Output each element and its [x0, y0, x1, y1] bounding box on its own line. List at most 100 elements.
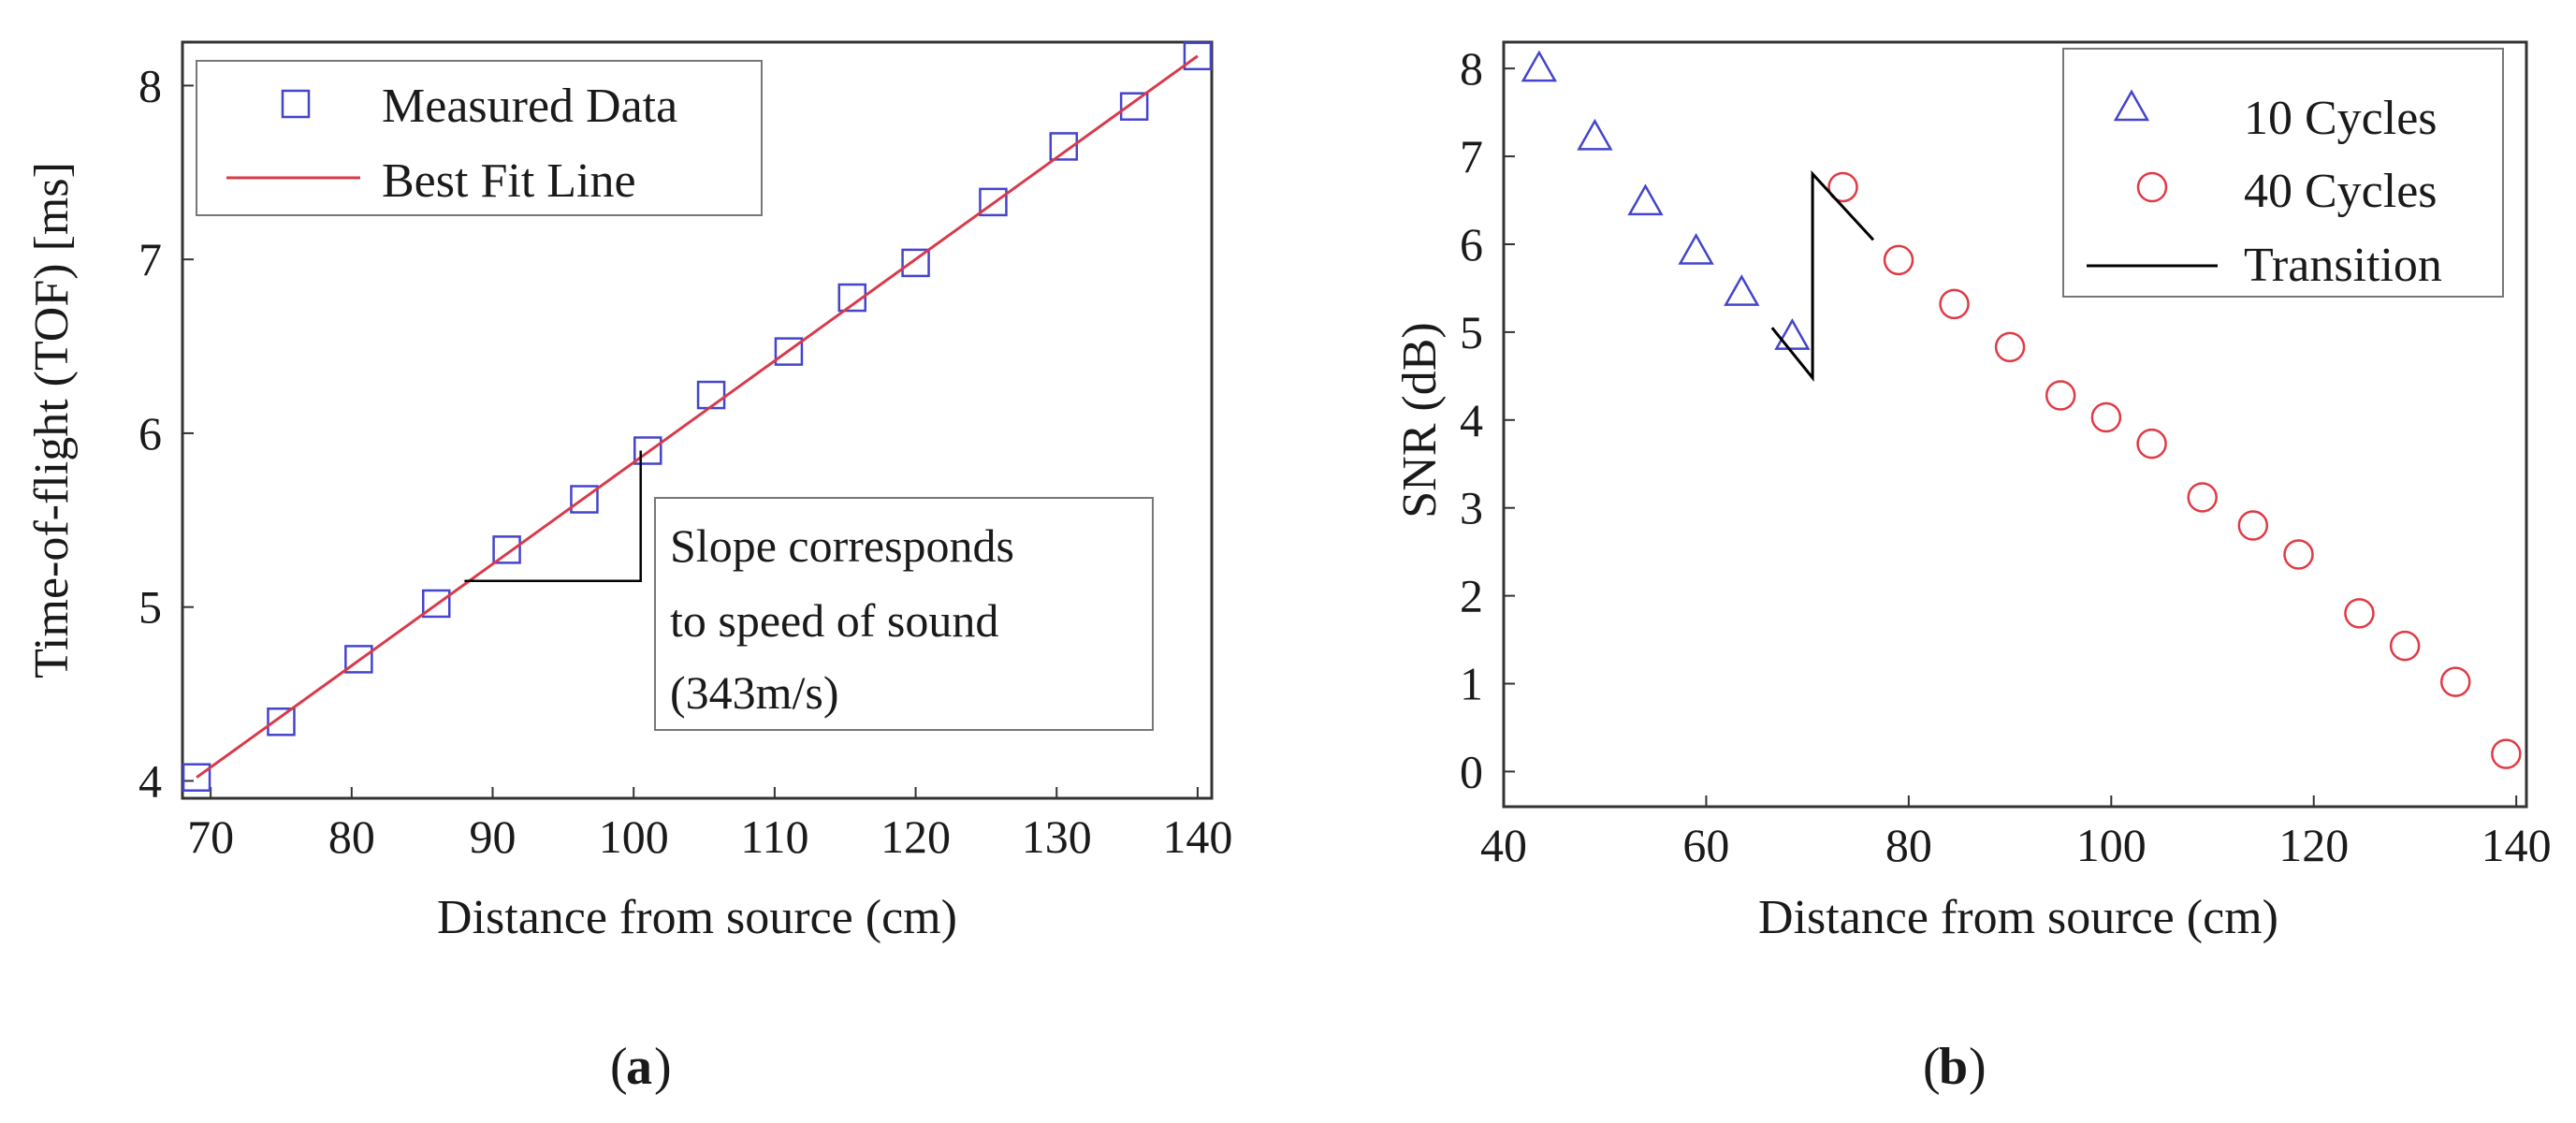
- series-line-transition: [1770, 170, 1875, 382]
- y-tick-label: 6: [138, 407, 162, 459]
- data-point-square: [182, 763, 211, 792]
- chart-a-xlabel: Distance from source (cm): [437, 891, 957, 944]
- panel-letter-a: a: [626, 1038, 652, 1096]
- y-tick-label: 5: [1460, 306, 1483, 358]
- chart-b-xlabel: Distance from source (cm): [1758, 891, 2278, 944]
- data-point-circle: [2283, 539, 2314, 570]
- x-tick-label: 60: [1682, 819, 1729, 871]
- x-tick-label: 140: [2481, 819, 2552, 871]
- x-tick-label: 120: [880, 810, 951, 863]
- y-tick-label: 5: [138, 581, 162, 634]
- chart-a-annotation: Slope corresponds to speed of sound (343…: [654, 497, 1154, 731]
- data-point-square: [901, 248, 930, 278]
- x-tick-label: 100: [2076, 819, 2147, 871]
- annotation-line-3: (343m/s): [670, 666, 839, 719]
- y-tick-label: 7: [1460, 130, 1483, 182]
- legend-box: [2062, 48, 2504, 298]
- annotation-line-2: to speed of sound: [670, 594, 998, 647]
- data-point-circle: [1994, 331, 2026, 363]
- y-tick-label: 6: [1460, 218, 1483, 270]
- data-point-triangle: [1577, 118, 1613, 151]
- legend-marker-10-cycles: [2113, 89, 2150, 122]
- y-tick-label: 0: [1460, 745, 1483, 797]
- data-point-square: [421, 589, 451, 619]
- data-point-circle: [2344, 598, 2375, 629]
- data-point-triangle: [1678, 232, 1714, 265]
- y-tick-label: 2: [1460, 570, 1483, 622]
- svg-text:(: (: [1923, 1038, 1941, 1096]
- data-point-circle: [2237, 510, 2269, 541]
- data-point-square: [696, 380, 726, 410]
- data-point-square: [979, 187, 1008, 217]
- y-tick-label: 7: [138, 233, 162, 285]
- data-point-square: [633, 436, 662, 465]
- data-point-square: [774, 337, 804, 366]
- series-line-best-fit-line: [196, 54, 1199, 779]
- legend-label-transition: Transition: [2244, 239, 2442, 292]
- svg-text:(: (: [610, 1038, 628, 1096]
- legend-marker-measured: [281, 89, 311, 119]
- data-point-square: [267, 707, 296, 737]
- annotation-line-1: Slope corresponds: [670, 519, 1014, 572]
- panel-letter-b: b: [1939, 1038, 1968, 1096]
- panel-label-a: ( a ): [610, 1038, 672, 1096]
- data-point-circle: [2389, 630, 2421, 662]
- x-tick-label: 100: [599, 810, 669, 863]
- svg-text:): ): [654, 1038, 672, 1096]
- data-point-square: [1119, 92, 1149, 121]
- data-point-triangle: [1627, 183, 1664, 216]
- chart-a-ticks: 70 80 90 100 110 120 130 140 4 5 6 7 8: [138, 59, 1232, 863]
- y-tick-label: 4: [138, 754, 162, 807]
- chart-a: 70 80 90 100 110 120 130 140 4 5 6 7 8 Slope corresp…: [25, 40, 1232, 944]
- chart-b-plot-frame: [1502, 40, 2528, 809]
- data-point-circle: [2136, 428, 2167, 459]
- svg-text:): ): [1969, 1038, 1987, 1096]
- y-tick-label: 1: [1460, 658, 1483, 710]
- x-tick-label: 80: [328, 810, 375, 863]
- data-point-circle: [1939, 288, 1970, 320]
- x-tick-label: 70: [187, 810, 234, 863]
- legend-box: [196, 60, 763, 216]
- y-tick-label: 8: [138, 59, 162, 111]
- y-tick-label: 4: [1460, 394, 1483, 446]
- data-point-triangle: [1774, 318, 1811, 350]
- y-tick-label: 8: [1460, 42, 1483, 95]
- chart-a-ylabel: Time-of-flight (TOF) [ms]: [25, 162, 79, 678]
- x-tick-label: 120: [2278, 819, 2349, 871]
- data-point-square: [492, 535, 521, 564]
- x-tick-label: 140: [1162, 810, 1232, 863]
- data-point-square: [344, 645, 373, 674]
- chart-b-ylabel: SNR (dB): [1393, 322, 1447, 518]
- data-point-square: [570, 485, 599, 514]
- legend-marker-40-cycles: [2136, 171, 2168, 203]
- x-tick-label: 40: [1480, 819, 1527, 871]
- chart-a-series: [182, 41, 1213, 792]
- data-point-circle: [2439, 666, 2471, 697]
- data-point-circle: [2491, 738, 2522, 769]
- slope-triangle: [464, 450, 642, 583]
- legend-label-measured: Measured Data: [382, 80, 677, 133]
- annotation-box: [654, 497, 1154, 731]
- legend-label-40-cycles: 40 Cycles: [2244, 165, 2438, 218]
- chart-b-series: [1521, 50, 2522, 769]
- x-tick-label: 80: [1885, 819, 1932, 871]
- data-point-square: [1183, 41, 1213, 71]
- panel-label-b: ( b ): [1923, 1038, 1987, 1096]
- data-point-triangle: [1724, 274, 1760, 306]
- data-point-square: [1049, 132, 1079, 161]
- legend-label-10-cycles: 10 Cycles: [2244, 92, 2438, 145]
- data-point-circle: [2045, 380, 2076, 411]
- chart-b: 40 60 80 100 120 140 0 1 2 3 4 5 6 7 8 10 Cycles 40 Cy…: [1393, 40, 2552, 944]
- y-tick-label: 3: [1460, 482, 1483, 534]
- data-point-circle: [2187, 482, 2218, 513]
- chart-b-ticks: 40 60 80 100 120 140 0 1 2 3 4 5 6 7 8: [1460, 42, 2552, 871]
- chart-b-legend: 10 Cycles 40 Cycles Transition: [2062, 48, 2504, 298]
- data-point-circle: [2090, 401, 2122, 433]
- data-point-square: [837, 283, 867, 313]
- x-tick-label: 110: [740, 810, 808, 863]
- data-point-circle: [1827, 171, 1858, 203]
- chart-a-legend: Measured Data Best Fit Line: [196, 60, 763, 216]
- x-tick-label: 90: [470, 810, 517, 863]
- chart-a-plot-frame: [181, 40, 1214, 800]
